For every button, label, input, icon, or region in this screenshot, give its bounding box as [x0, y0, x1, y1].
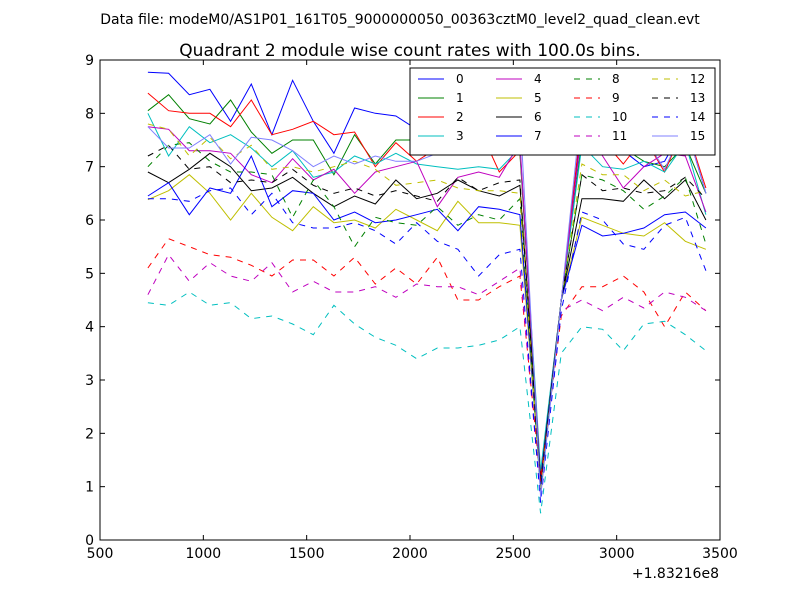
chart-title: Quadrant 2 module wise count rates with … [179, 41, 640, 61]
legend-label-1: 1 [456, 91, 464, 105]
series-line-3 [147, 113, 707, 471]
y-tick-label: 2 [85, 426, 94, 442]
series-line-15 [147, 101, 707, 498]
y-tick-label: 0 [85, 533, 94, 549]
x-tick-label: 1500 [289, 546, 325, 562]
y-tick-label: 1 [85, 480, 94, 496]
data-file-header: Data file: modeM0/AS1P01_161T05_90000000… [100, 12, 700, 28]
y-tick-label: 8 [85, 106, 94, 122]
series-line-13 [147, 144, 707, 493]
legend-label-0: 0 [456, 72, 464, 86]
legend-label-12: 12 [690, 72, 705, 86]
y-tick-label: 9 [85, 53, 94, 69]
legend-label-10: 10 [612, 110, 627, 124]
series-line-12 [147, 123, 707, 493]
legend-label-13: 13 [690, 91, 705, 105]
legend-box [409, 67, 716, 156]
legend-label-4: 4 [534, 72, 542, 86]
legend-label-7: 7 [534, 129, 542, 143]
x-tick-label: 2000 [392, 546, 428, 562]
y-tick-label: 6 [85, 213, 94, 229]
x-tick-label: 2500 [496, 546, 532, 562]
legend-label-14: 14 [690, 110, 705, 124]
x-tick-label: 1000 [186, 546, 222, 562]
x-offset-label: +1.83216e8 [632, 566, 719, 582]
series-line-10 [147, 291, 707, 514]
series-line-6 [147, 152, 707, 482]
x-tick-label: 500 [87, 546, 114, 562]
x-tick-label: 3000 [599, 546, 635, 562]
series-line-7 [147, 154, 707, 487]
legend-label-11: 11 [612, 129, 627, 143]
legend-label-8: 8 [612, 72, 620, 86]
series-line-11 [147, 253, 707, 498]
series-line-5 [147, 174, 707, 487]
legend-label-6: 6 [534, 110, 542, 124]
series-layer [147, 71, 707, 514]
legend-label-15: 15 [690, 129, 705, 143]
legend-label-5: 5 [534, 91, 542, 105]
series-line-9 [147, 238, 707, 482]
legend-label-2: 2 [456, 110, 464, 124]
y-tick-label: 7 [85, 160, 94, 176]
y-tick-label: 5 [85, 266, 94, 282]
legend-label-3: 3 [456, 129, 464, 143]
series-line-14 [147, 187, 707, 503]
legend-label-9: 9 [612, 91, 620, 105]
x-tick-label: 3500 [702, 546, 738, 562]
series-line-4 [147, 126, 707, 482]
series-line-8 [147, 142, 707, 493]
y-tick-label: 3 [85, 373, 94, 389]
y-tick-label: 4 [85, 320, 94, 336]
